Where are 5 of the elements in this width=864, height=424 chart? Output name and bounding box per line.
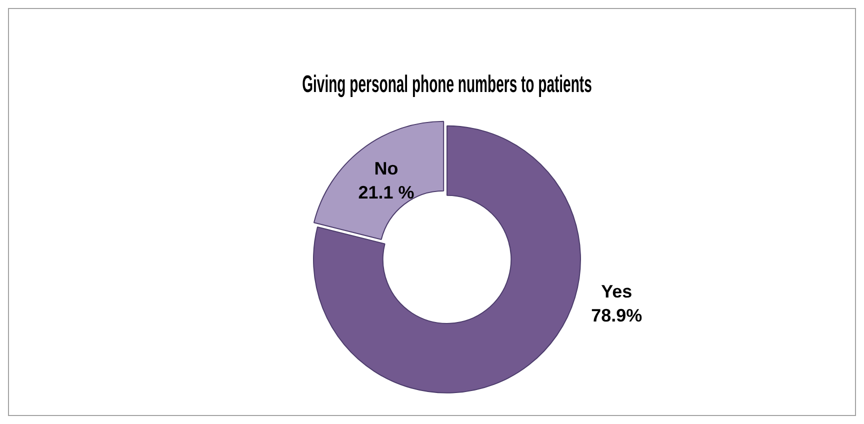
data-label: 78.9% (591, 305, 642, 326)
slice-label: No (374, 158, 398, 178)
chart-title: Giving personal phone numbers to patients (302, 71, 592, 98)
slice-label: Yes (601, 281, 632, 302)
data-label: 21.1 % (358, 182, 414, 202)
